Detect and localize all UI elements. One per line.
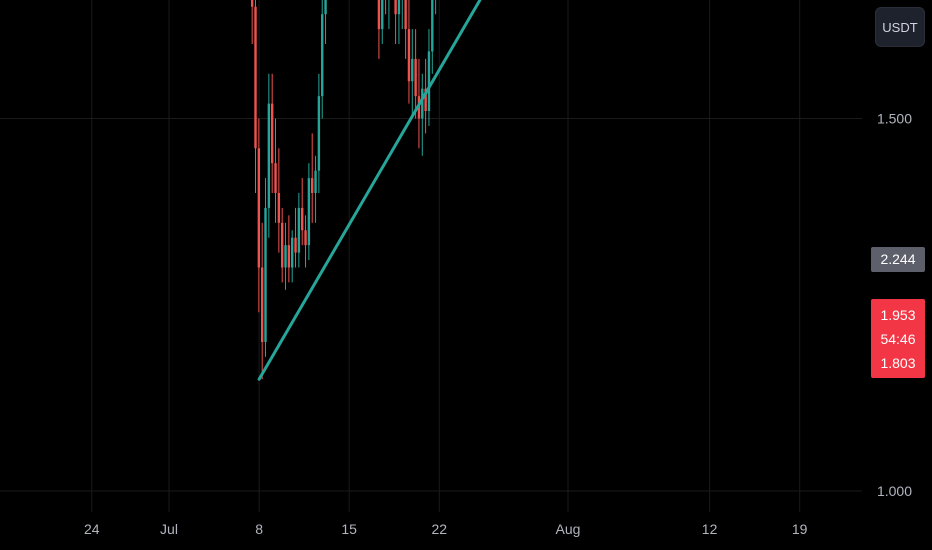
candle-body: [270, 103, 274, 164]
candlesticks: [250, 0, 437, 380]
candle-body: [381, 0, 384, 30]
target-price-tag: 2.244: [871, 247, 925, 272]
candle-body: [321, 14, 324, 97]
target-price-label: 2.244: [880, 251, 916, 267]
triangle-trendlines[interactable]: [169, 0, 645, 381]
time-axis[interactable]: 24 Jul 8 15 22 Aug 12 19: [84, 521, 808, 537]
candle-body: [404, 0, 407, 30]
candle-body: [427, 51, 431, 112]
candle-body: [280, 222, 284, 268]
x-tick-label: 19: [792, 521, 808, 537]
candle-body: [411, 58, 414, 82]
y-tick-label: 1.000: [877, 483, 912, 499]
bar-countdown-label: 54:46: [880, 331, 916, 347]
x-tick-label: Aug: [556, 521, 581, 537]
candle-body: [257, 148, 261, 268]
current-price-tag: 1.953 54:46 1.803: [871, 299, 925, 378]
candle-body: [250, 0, 254, 7]
candle-body: [297, 207, 301, 253]
candle-body: [304, 230, 307, 246]
candle-body: [290, 237, 294, 268]
chart-grid: [0, 0, 862, 512]
candle-body: [277, 193, 281, 223]
x-tick-label: 8: [255, 521, 263, 537]
candle-body: [324, 0, 327, 15]
trendline-lower: [257, 0, 482, 381]
candle-body: [394, 0, 397, 15]
candle-body: [294, 237, 297, 253]
candle-body: [397, 0, 401, 15]
x-tick-label: 22: [432, 521, 448, 537]
candle-body: [264, 207, 267, 342]
candle-body: [314, 170, 317, 193]
current-price-label: 1.953: [880, 307, 916, 323]
stop-price-label: 1.803: [880, 355, 916, 371]
x-tick-label: 12: [702, 521, 718, 537]
candle-body: [431, 0, 434, 52]
candle-body: [311, 178, 314, 193]
candle-body: [254, 6, 257, 149]
candle-body: [284, 245, 287, 268]
currency-label: USDT: [882, 19, 918, 35]
candle-body: [414, 58, 417, 97]
candle-body: [377, 0, 381, 30]
candle-body: [287, 245, 291, 268]
candle-body: [301, 207, 304, 231]
x-tick-label: Jul: [160, 521, 178, 537]
candle-body: [424, 88, 427, 112]
candle-body: [260, 267, 264, 342]
candle-body: [317, 96, 321, 171]
x-tick-label: 24: [84, 521, 100, 537]
candle-body: [267, 103, 271, 208]
candle-body: [421, 88, 424, 119]
candle-body: [274, 163, 277, 193]
candle-body: [307, 178, 311, 246]
candle-body: [407, 29, 411, 82]
currency-button[interactable]: USDT: [875, 7, 925, 47]
y-tick-label: 1.500: [877, 111, 912, 127]
x-tick-label: 15: [341, 521, 357, 537]
